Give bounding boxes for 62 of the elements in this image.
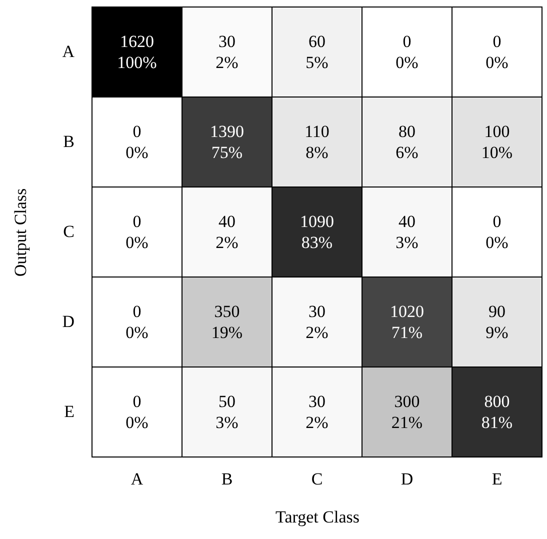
data-label: 1620 [120,32,154,51]
y-axis-title: Output Class [11,188,30,277]
data-label: 800 [484,392,510,411]
data-label: 0 [132,122,142,141]
annotation: 3% [216,413,238,432]
x-tick-label: E [492,470,502,488]
data-label: 80 [398,122,416,141]
data-label: 30 [218,32,236,51]
data-label: 0 [132,392,142,411]
annotation: 8% [306,143,328,162]
annotation: 21% [391,413,423,432]
annotation: 81% [481,413,513,432]
annotation: 0% [486,233,508,252]
data-label: 0 [132,302,142,321]
annotation: 0% [396,53,418,72]
data-label: 0 [132,212,142,231]
annotation: 3% [396,233,418,252]
annotation: 0% [486,53,508,72]
x-tick-label: B [221,470,233,488]
data-label: 0 [492,32,502,51]
data-label: 40 [398,212,416,231]
x-tick-label: A [130,470,144,488]
y-tick-label: E [64,402,74,421]
data-label: 40 [218,212,236,231]
data-label: 350 [214,302,240,321]
annotation: 2% [306,323,328,342]
data-label: 1020 [390,302,424,321]
annotation: 2% [216,53,238,72]
y-tick-label: B [63,132,74,151]
data-label: 110 [304,122,330,141]
annotation: 5% [306,53,328,72]
data-label: 300 [394,392,420,411]
annotation: 0% [126,143,148,162]
annotation: 100% [117,53,157,72]
annotation: 0% [126,233,148,252]
data-label: 1090 [300,212,334,231]
annotation: 19% [211,323,243,342]
y-tick-label: A [62,42,76,61]
x-tick-label: D [400,470,414,488]
data-label: 60 [308,32,326,51]
data-label: 30 [308,392,326,411]
data-label: 90 [488,302,506,321]
annotation: 83% [301,233,333,252]
annotation: 9% [486,323,508,342]
annotation: 2% [216,233,238,252]
annotation: 10% [481,143,513,162]
x-tick-label: C [311,470,323,488]
annotation: 71% [391,323,423,342]
data-label: 30 [308,302,326,321]
y-tick-label: D [62,312,74,331]
data-label: 100 [484,122,510,141]
annotation: 2% [306,413,328,432]
annotation: 75% [211,143,243,162]
data-label: 0 [402,32,412,51]
annotation: 0% [126,413,148,432]
annotation: 6% [396,143,418,162]
data-label: 1390 [210,122,244,141]
x-axis-title: Target Class [276,508,360,526]
data-label: 50 [218,392,236,411]
y-tick-label: C [63,222,74,241]
data-label: 0 [492,212,502,231]
annotation: 0% [126,323,148,342]
